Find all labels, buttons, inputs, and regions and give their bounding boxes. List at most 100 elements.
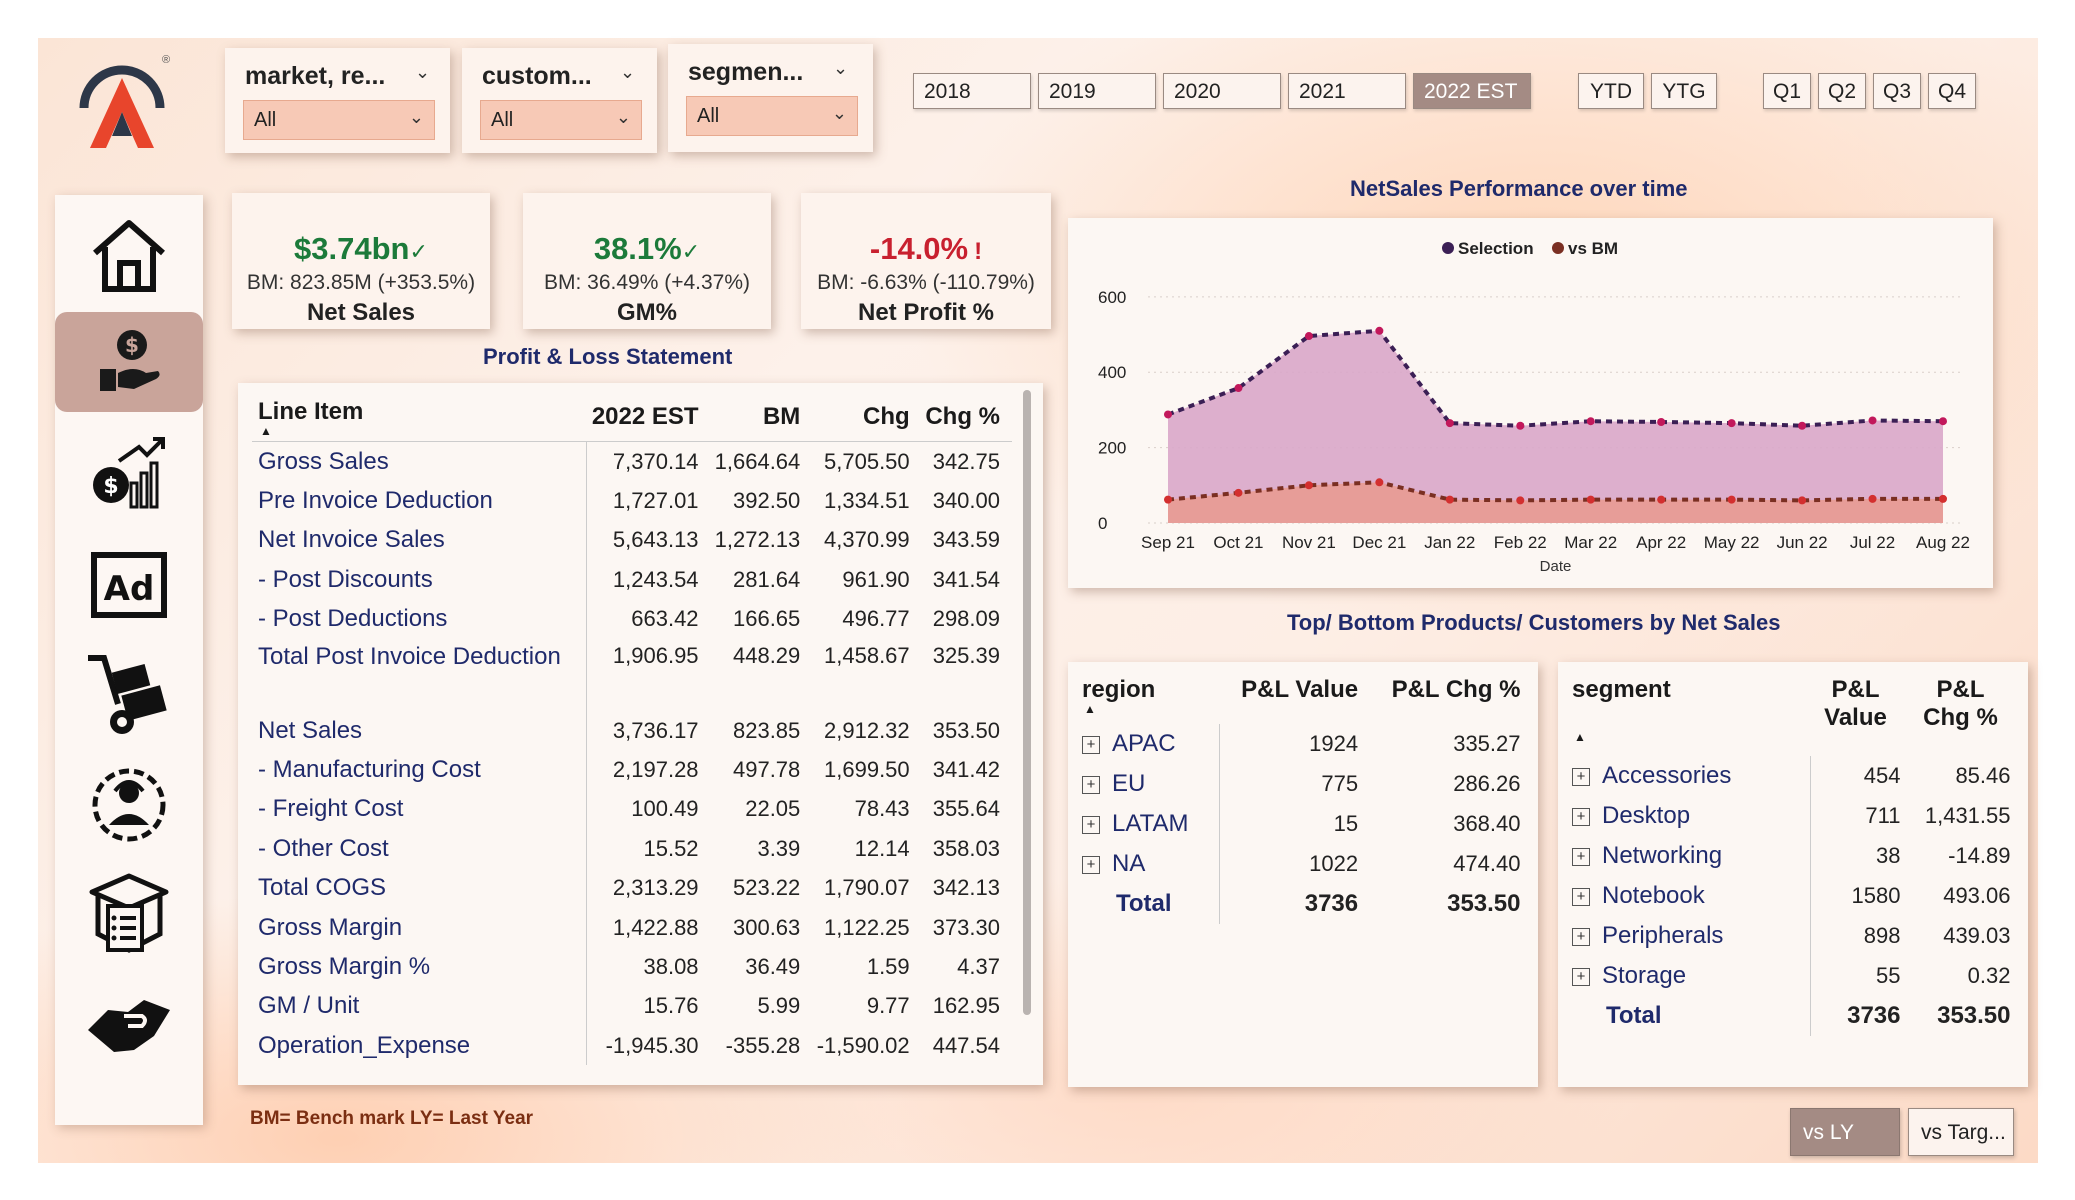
expand-icon[interactable]: +	[1082, 775, 1100, 794]
vs-target-button[interactable]: vs Targ...	[1908, 1108, 2014, 1156]
year-button-2019[interactable]: 2019	[1038, 73, 1156, 109]
column-header[interactable]: 2022 EST	[586, 393, 711, 442]
expand-icon[interactable]: +	[1572, 927, 1590, 946]
table-cell: 1,243.54	[612, 566, 699, 592]
column-header[interactable]: Line Item ▲	[252, 393, 587, 442]
segment-table-card: segment ▲ P&L Value P&L Chg % + Accessorie…	[1558, 662, 2028, 1087]
column-header[interactable]: P&L Chg %	[1391, 676, 1521, 703]
year-button-2021[interactable]: 2021	[1288, 73, 1406, 109]
expand-icon[interactable]: +	[1082, 735, 1100, 754]
kpi-value: 38.1%✓	[593, 231, 701, 266]
series-area	[1168, 330, 1943, 523]
table-row[interactable]: GM / Unit 15.76 5.99 9.77 162.95	[252, 986, 1012, 1027]
table-row[interactable]: Gross Margin % 38.08 36.49 1.59 4.37	[252, 947, 1012, 987]
quarter-button-q3[interactable]: Q3	[1873, 73, 1921, 109]
expand-icon[interactable]: +	[1082, 815, 1100, 834]
table-cell: 496.77	[842, 606, 910, 632]
expand-icon[interactable]: +	[1572, 767, 1590, 786]
expand-icon[interactable]: +	[1572, 807, 1590, 826]
row-label: + Accessories	[1566, 756, 1811, 796]
table-row[interactable]: Gross Sales 7,370.14 1,664.64 5,705.50 342.7…	[252, 441, 1012, 482]
table-row[interactable]: + EU 775 286.26	[1076, 764, 1531, 804]
table-cell: 711	[1865, 803, 1901, 828]
table-row[interactable]: - Other Cost 15.52 3.39 12.14 358.03	[252, 829, 1012, 869]
table-header-row: segment ▲ P&L Value P&L Chg %	[1566, 676, 2021, 756]
table-row[interactable]: + LATAM 15 368.40	[1076, 804, 1531, 844]
sidebar-item-finance[interactable]: $	[55, 312, 203, 412]
table-row[interactable]: Operation_Expense -1,945.30 -355.28 -1,590.…	[252, 1026, 1012, 1066]
chevron-down-icon[interactable]: ⌄	[833, 58, 849, 78]
region-table: region ▲ P&L Value P&L Chg % + APAC 1924 335…	[1076, 676, 1531, 924]
slicer-dropdown[interactable]: All ⌄	[480, 100, 642, 140]
year-button-2022-est[interactable]: 2022 EST	[1413, 73, 1531, 109]
quarter-button-q4[interactable]: Q4	[1928, 73, 1976, 109]
market-slicer[interactable]: market, re... ⌄ All ⌄	[225, 48, 450, 153]
table-row[interactable]: - Freight Cost 100.49 22.05 78.43 355.64	[252, 789, 1012, 830]
column-header[interactable]: Chg %	[921, 393, 1012, 442]
table-row[interactable]: + Networking 38 -14.89	[1566, 836, 2021, 876]
row-label-text: Peripherals	[1602, 922, 1724, 949]
sidebar-item-executive[interactable]	[55, 755, 203, 855]
column-header[interactable]: BM	[710, 393, 813, 442]
table-row[interactable]: + Peripherals 898 439.03	[1566, 916, 2021, 956]
table-cell: 4,370.99	[824, 527, 910, 553]
sidebar-item-sales-growth[interactable]: $	[55, 423, 203, 523]
table-row[interactable]: + Storage 55 0.32	[1566, 956, 2021, 996]
pl-table-card: Line Item ▲ 2022 EST BM Chg Chg % Gross S…	[238, 383, 1043, 1085]
expand-icon[interactable]: +	[1082, 855, 1100, 874]
column-header[interactable]: P&L Value	[1241, 676, 1359, 703]
legend-marker	[1442, 242, 1454, 254]
expand-icon[interactable]: +	[1572, 847, 1590, 866]
sidebar-nav: $ $ Ad	[55, 195, 203, 1125]
table-row[interactable]: - Post Discounts 1,243.54 281.64 961.90 341.…	[252, 560, 1012, 600]
year-button-2020[interactable]: 2020	[1163, 73, 1281, 109]
sidebar-item-home[interactable]	[55, 205, 203, 305]
total-row: Total 3736 353.50	[1566, 996, 2021, 1036]
ytg-button[interactable]: YTG	[1651, 73, 1717, 109]
table-row[interactable]: + APAC 1924 335.27	[1076, 724, 1531, 764]
sidebar-item-marketing[interactable]: Ad	[55, 535, 203, 635]
table-row[interactable]: Total Post Invoice Deduction 1,906.95 448.…	[252, 638, 1012, 711]
table-cell: 22.05	[745, 796, 801, 822]
table-row[interactable]: Pre Invoice Deduction 1,727.01 392.50 1,334…	[252, 481, 1012, 521]
column-header[interactable]: Chg	[812, 393, 922, 442]
sidebar-item-supply-chain[interactable]	[55, 645, 203, 745]
table-row[interactable]: Net Invoice Sales 5,643.13 1,272.13 4,370.9…	[252, 520, 1012, 561]
table-cell: 497.78	[732, 757, 801, 783]
table-row[interactable]: + Accessories 454 85.46	[1566, 756, 2021, 796]
segment-slicer[interactable]: segmen... ⌄ All ⌄	[668, 44, 873, 152]
table-row[interactable]: + Notebook 1580 493.06	[1566, 876, 2021, 916]
table-row[interactable]: + NA 1022 474.40	[1076, 844, 1531, 884]
chevron-down-icon[interactable]: ⌄	[620, 62, 636, 82]
table-cell: 454	[1863, 763, 1901, 788]
table-row[interactable]: Total COGS 2,313.29 523.22 1,790.07 342.13	[252, 868, 1012, 908]
quarter-button-q1[interactable]: Q1	[1763, 73, 1811, 109]
customer-slicer[interactable]: custom... ⌄ All ⌄	[462, 48, 657, 153]
chart-title: NetSales Performance over time	[1350, 176, 1688, 201]
year-button-2018[interactable]: 2018	[913, 73, 1031, 109]
line-item-label: Gross Margin %	[252, 947, 588, 987]
column-header[interactable]: P&L Chg %	[1923, 676, 1998, 731]
table-row[interactable]: + Desktop 711 1,431.55	[1566, 796, 2021, 836]
line-item-label: - Freight Cost	[252, 789, 588, 830]
table-row[interactable]: - Post Deductions 663.42 166.65 496.77 298.0…	[252, 599, 1012, 639]
sidebar-item-inventory[interactable]	[55, 863, 203, 963]
sidebar-item-deals[interactable]	[55, 970, 203, 1070]
table-row[interactable]: - Manufacturing Cost 2,197.28 497.78 1,699.…	[252, 750, 1012, 790]
table-row[interactable]: Net Sales 3,736.17 823.85 2,912.32 353.50	[252, 710, 1012, 751]
vs-ly-button[interactable]: vs LY	[1790, 1108, 1900, 1156]
chevron-down-icon[interactable]: ⌄	[415, 62, 431, 82]
column-header[interactable]: P&L Value	[1824, 676, 1887, 731]
quarter-button-q2[interactable]: Q2	[1818, 73, 1866, 109]
expand-icon[interactable]: +	[1572, 967, 1590, 986]
slicer-dropdown[interactable]: All ⌄	[686, 96, 858, 136]
expand-icon[interactable]: +	[1572, 887, 1590, 906]
data-point	[1868, 494, 1877, 503]
column-header[interactable]: region ▲	[1076, 676, 1220, 724]
slicer-dropdown[interactable]: All ⌄	[243, 100, 435, 140]
pl-scrollbar[interactable]	[1023, 390, 1031, 1015]
table-row[interactable]: Gross Margin 1,422.88 300.63 1,122.25 373.30	[252, 907, 1012, 948]
legend-label: vs BM	[1568, 239, 1618, 258]
ytd-button[interactable]: YTD	[1578, 73, 1644, 109]
column-header[interactable]: segment ▲	[1566, 676, 1811, 756]
